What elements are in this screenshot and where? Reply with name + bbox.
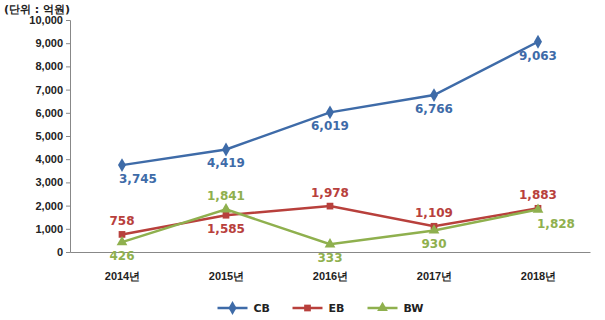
legend-item: BW	[368, 302, 424, 315]
y-tick-label: 5,000	[35, 130, 63, 142]
y-tick-label: 6,000	[35, 107, 63, 119]
data-label: 1,883	[519, 188, 557, 202]
y-tick-mark	[66, 136, 70, 137]
marker	[327, 203, 334, 210]
legend-marker	[229, 301, 237, 315]
y-tick: 0	[57, 246, 70, 258]
chart: 0 1,000 2,000 3,000 4,000 5,000 6,000 7,000 8,00…	[0, 0, 605, 320]
y-tick-mark	[66, 113, 70, 114]
y-tick-label: 2,000	[35, 200, 63, 212]
x-tick-label: 2016년	[313, 270, 348, 282]
marker	[118, 158, 126, 172]
y-tick-label: 8,000	[35, 60, 63, 72]
y-tick: 4,000	[35, 153, 70, 165]
y-label: (단위 : 억원)	[4, 3, 70, 16]
data-label: 1,841	[207, 189, 245, 203]
y-tick-mark	[66, 20, 70, 21]
y-tick-mark	[66, 159, 70, 160]
marker	[533, 203, 544, 212]
data-label: 6,766	[415, 102, 453, 116]
x-axis: 2014년 2015년 2016년 2017년 2018년	[71, 252, 591, 282]
y-axis: 0 1,000 2,000 3,000 4,000 5,000 6,000 7,000 8,00…	[29, 14, 70, 258]
y-tick-label: 7,000	[35, 84, 63, 96]
data-label: 930	[421, 237, 446, 251]
y-tick-mark	[66, 90, 70, 91]
legend-label: BW	[404, 302, 424, 315]
legend-marker	[377, 302, 388, 311]
data-labels: 3,745 4,419 6,019 6,766 9,063 758 1,585 1,978 1,…	[109, 49, 575, 266]
y-tick-label: 4,000	[35, 153, 63, 165]
data-label: 6,019	[311, 119, 349, 133]
marker	[325, 238, 336, 247]
legend-item: CB	[218, 301, 270, 315]
x-tick-label: 2014년	[105, 270, 140, 282]
data-label: 758	[109, 214, 134, 228]
data-label: 1,585	[207, 222, 245, 236]
x-tick-label: 2015년	[209, 270, 244, 282]
x-tick-label: 2018년	[521, 270, 556, 282]
legend-item: EB	[293, 302, 345, 315]
y-tick-mark	[66, 43, 70, 44]
y-tick: 9,000	[35, 37, 70, 49]
marker	[117, 236, 128, 245]
y-axis-line	[66, 21, 71, 253]
y-tick: 7,000	[35, 84, 70, 96]
legend-label: CB	[254, 302, 270, 315]
y-tick: 2,000	[35, 200, 70, 212]
legend-label: EB	[329, 302, 345, 315]
x-tick: 2018년	[521, 252, 556, 282]
marker	[534, 35, 542, 49]
data-label: 333	[317, 251, 342, 265]
y-tick: 6,000	[35, 107, 70, 119]
legend: CB EB BW	[218, 301, 424, 315]
marker	[221, 203, 232, 212]
y-tick-label: 0	[57, 246, 63, 258]
marker	[223, 212, 230, 219]
x-tick: 2015년	[209, 252, 244, 282]
y-tick: 3,000	[35, 176, 70, 188]
data-label: 9,063	[519, 49, 557, 63]
marker	[222, 143, 230, 157]
y-tick: 5,000	[35, 130, 70, 142]
plot: 0 1,000 2,000 3,000 4,000 5,000 6,000 7,000 8,00…	[29, 14, 590, 282]
marker	[326, 105, 334, 119]
y-tick-mark	[66, 206, 70, 207]
x-tick: 2017년	[417, 252, 452, 282]
data-label: 1,978	[311, 186, 349, 200]
y-tick-label: 1,000	[35, 223, 63, 235]
data-label: 3,745	[119, 172, 157, 186]
x-tick: 2016년	[313, 252, 348, 282]
legend-marker	[304, 305, 311, 312]
y-tick-mark	[66, 252, 70, 253]
series-line	[122, 206, 538, 234]
data-label: 1,109	[415, 206, 453, 220]
marker	[430, 88, 438, 102]
y-tick-mark	[66, 182, 70, 183]
y-tick-mark	[66, 66, 70, 67]
marker	[429, 224, 440, 233]
data-label: 1,828	[537, 217, 575, 231]
data-label: 426	[109, 249, 134, 263]
series-line	[122, 42, 538, 165]
y-tick-label: 9,000	[35, 37, 63, 49]
marks	[117, 35, 544, 248]
y-tick: 1,000	[35, 223, 70, 235]
y-tick-label: 3,000	[35, 176, 63, 188]
y-tick: 8,000	[35, 60, 70, 72]
y-tick-mark	[66, 229, 70, 230]
data-label: 4,419	[207, 156, 245, 170]
x-tick-label: 2017년	[417, 270, 452, 282]
